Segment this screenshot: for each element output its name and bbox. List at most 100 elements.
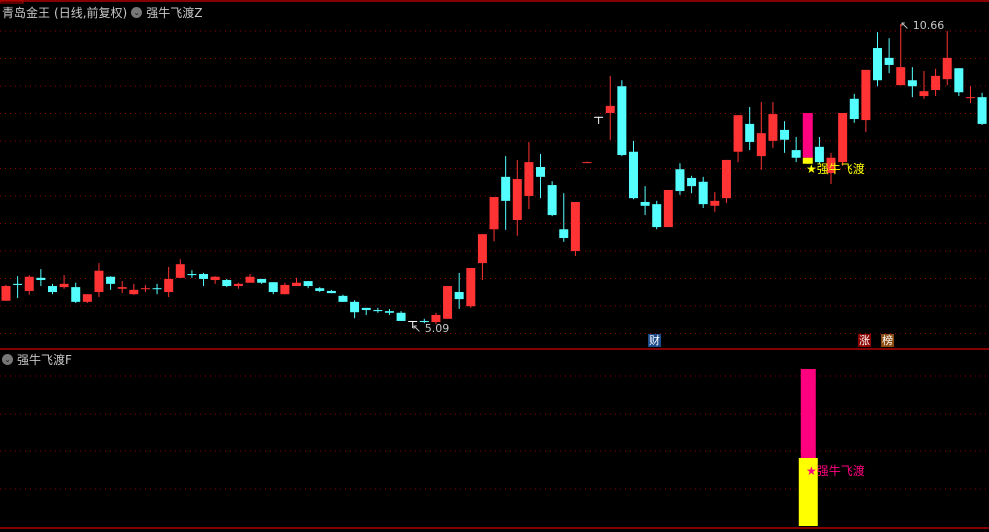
candle-body	[907, 80, 917, 87]
candle-body	[489, 197, 499, 230]
candle-body	[245, 276, 255, 283]
finance-tag[interactable]: 财	[648, 334, 661, 347]
candle-body	[454, 292, 464, 300]
candle-body	[536, 167, 546, 177]
candle-body	[373, 310, 383, 312]
candle-body	[582, 162, 592, 164]
candle-body	[164, 278, 174, 293]
candle-body	[605, 105, 615, 113]
candle-body	[547, 185, 557, 216]
candle-body	[873, 48, 882, 81]
candle-body	[24, 276, 34, 291]
low-price-label: ↖ 5.09	[412, 322, 450, 335]
candle-body	[628, 151, 638, 199]
candle-body	[617, 86, 627, 156]
period-label: (日线,前复权)	[54, 6, 128, 20]
candle-body	[942, 57, 952, 80]
indicator-dropdown-icon[interactable]: ⌄	[131, 7, 143, 18]
candle-body	[698, 181, 708, 205]
sub-panel-header: ⌄ 强牛飞渡F	[2, 351, 72, 368]
candle-body	[408, 320, 418, 322]
candle-body	[687, 177, 697, 187]
candle-body	[675, 169, 685, 192]
high-price-label: ↖ 10.66	[900, 19, 945, 32]
candle-body	[977, 97, 987, 124]
candle-body	[791, 150, 801, 158]
candle-body	[257, 278, 267, 283]
candle-body	[652, 204, 662, 228]
ranking-tag[interactable]: 榜	[881, 334, 894, 347]
candle-body	[59, 283, 69, 288]
sub-indicator-dropdown-icon[interactable]: ⌄	[2, 354, 13, 365]
candle-body	[501, 176, 511, 201]
candle-body	[36, 277, 46, 281]
candle-body	[954, 68, 964, 93]
candle-body	[849, 98, 859, 119]
candle-body	[106, 276, 116, 284]
candle-body	[199, 274, 209, 279]
candle-body	[780, 129, 790, 140]
chart-header: 青岛金王 (日线,前复权) ⌄ 强牛飞渡Z	[2, 4, 202, 21]
candle-body	[919, 91, 929, 97]
signal-label-sub: ★强牛飞渡	[806, 464, 865, 478]
candle-body	[419, 320, 429, 323]
candle-body	[268, 282, 278, 293]
candle-body	[129, 289, 139, 295]
signal-candle-base	[802, 157, 813, 164]
candle-body	[965, 97, 975, 99]
low-price-value: 5.09	[424, 322, 450, 335]
candle-body	[338, 295, 348, 302]
sub-indicator-name[interactable]: 强牛飞渡F	[17, 353, 72, 367]
candle-body	[140, 288, 150, 290]
candle-body	[745, 123, 755, 142]
candle-body	[292, 282, 301, 287]
candle-body	[350, 301, 360, 313]
candle-body	[768, 114, 778, 141]
main-indicator-name[interactable]: 强牛飞渡Z	[146, 6, 203, 20]
limit-up-tag[interactable]: 涨	[858, 334, 871, 347]
candle-body	[884, 57, 894, 65]
candle-body	[280, 284, 290, 295]
candle-body	[838, 112, 848, 163]
candle-body	[117, 287, 127, 289]
candle-body	[443, 286, 453, 319]
indicator-bar-yellow	[798, 458, 818, 526]
candle-body	[663, 189, 673, 228]
candle-body	[13, 283, 23, 285]
candle-body	[396, 312, 406, 321]
candle-body	[187, 274, 197, 276]
candle-body	[233, 283, 243, 287]
candle-body	[71, 287, 81, 302]
candle-body	[814, 146, 824, 163]
candle-body	[861, 69, 871, 121]
candle-body	[222, 280, 232, 287]
candle-body	[82, 294, 92, 302]
candle-body	[721, 159, 731, 199]
candle-body	[931, 75, 941, 91]
candle-body	[152, 288, 162, 290]
candle-body	[756, 133, 766, 157]
candle-body	[640, 201, 650, 206]
corner-box	[0, 0, 24, 4]
candle-body	[466, 268, 476, 307]
candle-body	[384, 311, 394, 313]
candle-body	[1, 286, 11, 301]
indicator-bar-pink	[800, 369, 816, 459]
candle-body	[710, 200, 720, 206]
candle-body	[524, 162, 534, 196]
candle-body	[826, 157, 836, 174]
candle-body	[477, 234, 487, 264]
signal-label-main: ★强牛飞渡	[806, 162, 865, 176]
candle-body	[94, 270, 104, 293]
candle-body	[570, 201, 580, 252]
candle-body	[326, 290, 336, 294]
candle-body	[896, 67, 906, 86]
stock-name: 青岛金王	[2, 6, 51, 20]
candle-body	[431, 314, 441, 323]
candle-body	[512, 179, 522, 220]
candle-body	[47, 286, 57, 293]
candle-body	[303, 281, 313, 287]
high-price-value: 10.66	[912, 19, 945, 32]
candle-body	[733, 115, 743, 152]
